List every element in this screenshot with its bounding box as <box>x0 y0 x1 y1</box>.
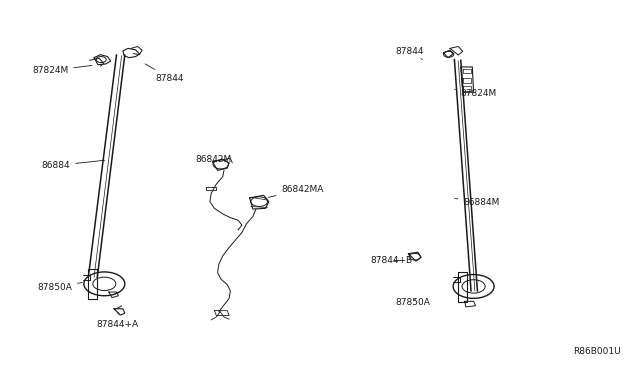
Text: 87824M: 87824M <box>454 89 497 98</box>
Text: 87844: 87844 <box>396 47 424 60</box>
Text: 87844+A: 87844+A <box>96 312 138 329</box>
Text: 86842MA: 86842MA <box>268 185 324 197</box>
Text: 87844: 87844 <box>145 64 184 83</box>
Text: 87844+B: 87844+B <box>370 256 412 265</box>
Text: 87850A: 87850A <box>37 282 83 292</box>
Text: 86884M: 86884M <box>454 198 500 207</box>
Text: 87850A: 87850A <box>396 298 430 307</box>
Text: R86B001U: R86B001U <box>573 347 621 356</box>
Text: 87824M: 87824M <box>32 65 92 75</box>
Text: 86842M: 86842M <box>195 155 232 164</box>
Text: 86884: 86884 <box>42 160 105 170</box>
